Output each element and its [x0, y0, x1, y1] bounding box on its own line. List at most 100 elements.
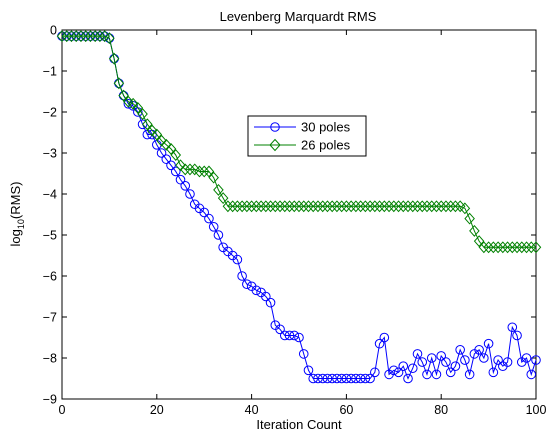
y-tick-label: −6: [43, 270, 57, 284]
data-point: [317, 373, 328, 384]
data-point: [412, 349, 423, 359]
data-point: [393, 367, 404, 378]
data-point: [402, 200, 414, 213]
data-point: [303, 200, 314, 213]
data-point: [351, 373, 361, 384]
y-axis-label-main: log: [8, 229, 23, 246]
data-point: [364, 200, 376, 213]
data-point: [213, 230, 224, 240]
data-point: [132, 101, 144, 114]
data-point: [483, 241, 494, 254]
data-point: [194, 165, 205, 178]
data-point: [507, 241, 518, 254]
data-point: [370, 367, 380, 378]
data-point: [293, 200, 305, 213]
data-point: [113, 77, 125, 90]
data-point: [307, 200, 319, 213]
data-point: [203, 165, 215, 178]
data-point: [327, 373, 337, 384]
data-point: [341, 200, 352, 213]
data-point: [398, 200, 409, 213]
data-point: [365, 373, 375, 384]
data-point: [388, 200, 400, 213]
data-point: [104, 32, 115, 45]
data-point: [265, 297, 276, 308]
data-point: [440, 200, 452, 213]
x-tick-labels: 0 20 40 60 80 100: [59, 403, 547, 417]
data-point: [464, 212, 475, 225]
x-tick-label: 80: [434, 403, 448, 417]
data-point: [265, 200, 276, 213]
series-30-poles: [57, 31, 541, 384]
data-point: [108, 52, 120, 65]
data-point: [175, 159, 186, 172]
data-point: [350, 200, 362, 213]
plot-area: [61, 29, 537, 400]
legend-marker-30-poles: [270, 122, 280, 132]
data-point: [469, 224, 480, 237]
x-tick-label: 20: [150, 403, 164, 417]
data-point: [345, 200, 357, 213]
data-point: [298, 349, 309, 359]
y-axis-label-subscript: 10: [16, 219, 26, 229]
x-tick-label: 40: [245, 403, 259, 417]
y-tick-label: −4: [43, 188, 57, 202]
data-point: [403, 373, 413, 384]
y-tick-label: 0: [50, 24, 57, 38]
data-point: [289, 330, 300, 341]
data-point: [312, 200, 324, 213]
legend-marker-26-poles: [269, 138, 281, 152]
y-tick-label: −7: [43, 311, 57, 325]
data-point: [179, 163, 191, 176]
data-point: [478, 241, 490, 254]
data-point: [441, 357, 451, 367]
data-point: [502, 241, 513, 254]
data-point: [242, 279, 252, 290]
data-point: [393, 200, 404, 213]
data-point: [284, 200, 295, 213]
axis-ticks: [61, 29, 537, 400]
data-point: [185, 189, 195, 199]
data-point: [507, 322, 518, 333]
y-tick-label: −2: [43, 106, 57, 120]
data-point: [255, 200, 267, 213]
data-point: [426, 353, 437, 363]
data-point: [355, 200, 366, 213]
data-point: [445, 200, 456, 213]
data-point: [251, 200, 262, 213]
data-point: [56, 30, 68, 43]
data-point: [66, 30, 77, 43]
data-point: [473, 235, 485, 248]
y-tick-labels: 0 −1 −2 −3 −4 −5 −6 −7 −8 −9: [43, 24, 57, 407]
data-point: [360, 373, 371, 384]
data-point: [450, 361, 461, 372]
data-point: [241, 200, 253, 213]
data-point: [208, 222, 219, 232]
data-point: [511, 241, 523, 254]
data-point: [531, 355, 541, 365]
data-point: [459, 202, 471, 215]
data-point: [175, 174, 186, 185]
data-point: [374, 200, 385, 213]
data-point: [493, 355, 503, 365]
data-point: [161, 138, 172, 151]
data-point: [360, 200, 371, 213]
data-point: [332, 373, 342, 384]
data-point: [288, 200, 300, 213]
data-point: [151, 128, 163, 141]
data-point: [61, 30, 73, 43]
legend: 30 poles 26 poles: [247, 115, 367, 157]
data-point: [260, 200, 272, 213]
data-point: [460, 355, 470, 365]
data-point: [336, 200, 347, 213]
data-point: [346, 373, 356, 384]
data-point: [416, 200, 428, 213]
data-point: [369, 200, 381, 213]
data-point: [326, 200, 338, 213]
data-point: [389, 365, 399, 376]
y-tick-label: −8: [43, 352, 57, 366]
data-point: [198, 165, 210, 178]
data-point: [313, 373, 323, 384]
data-point: [379, 332, 390, 343]
data-point: [170, 149, 182, 162]
